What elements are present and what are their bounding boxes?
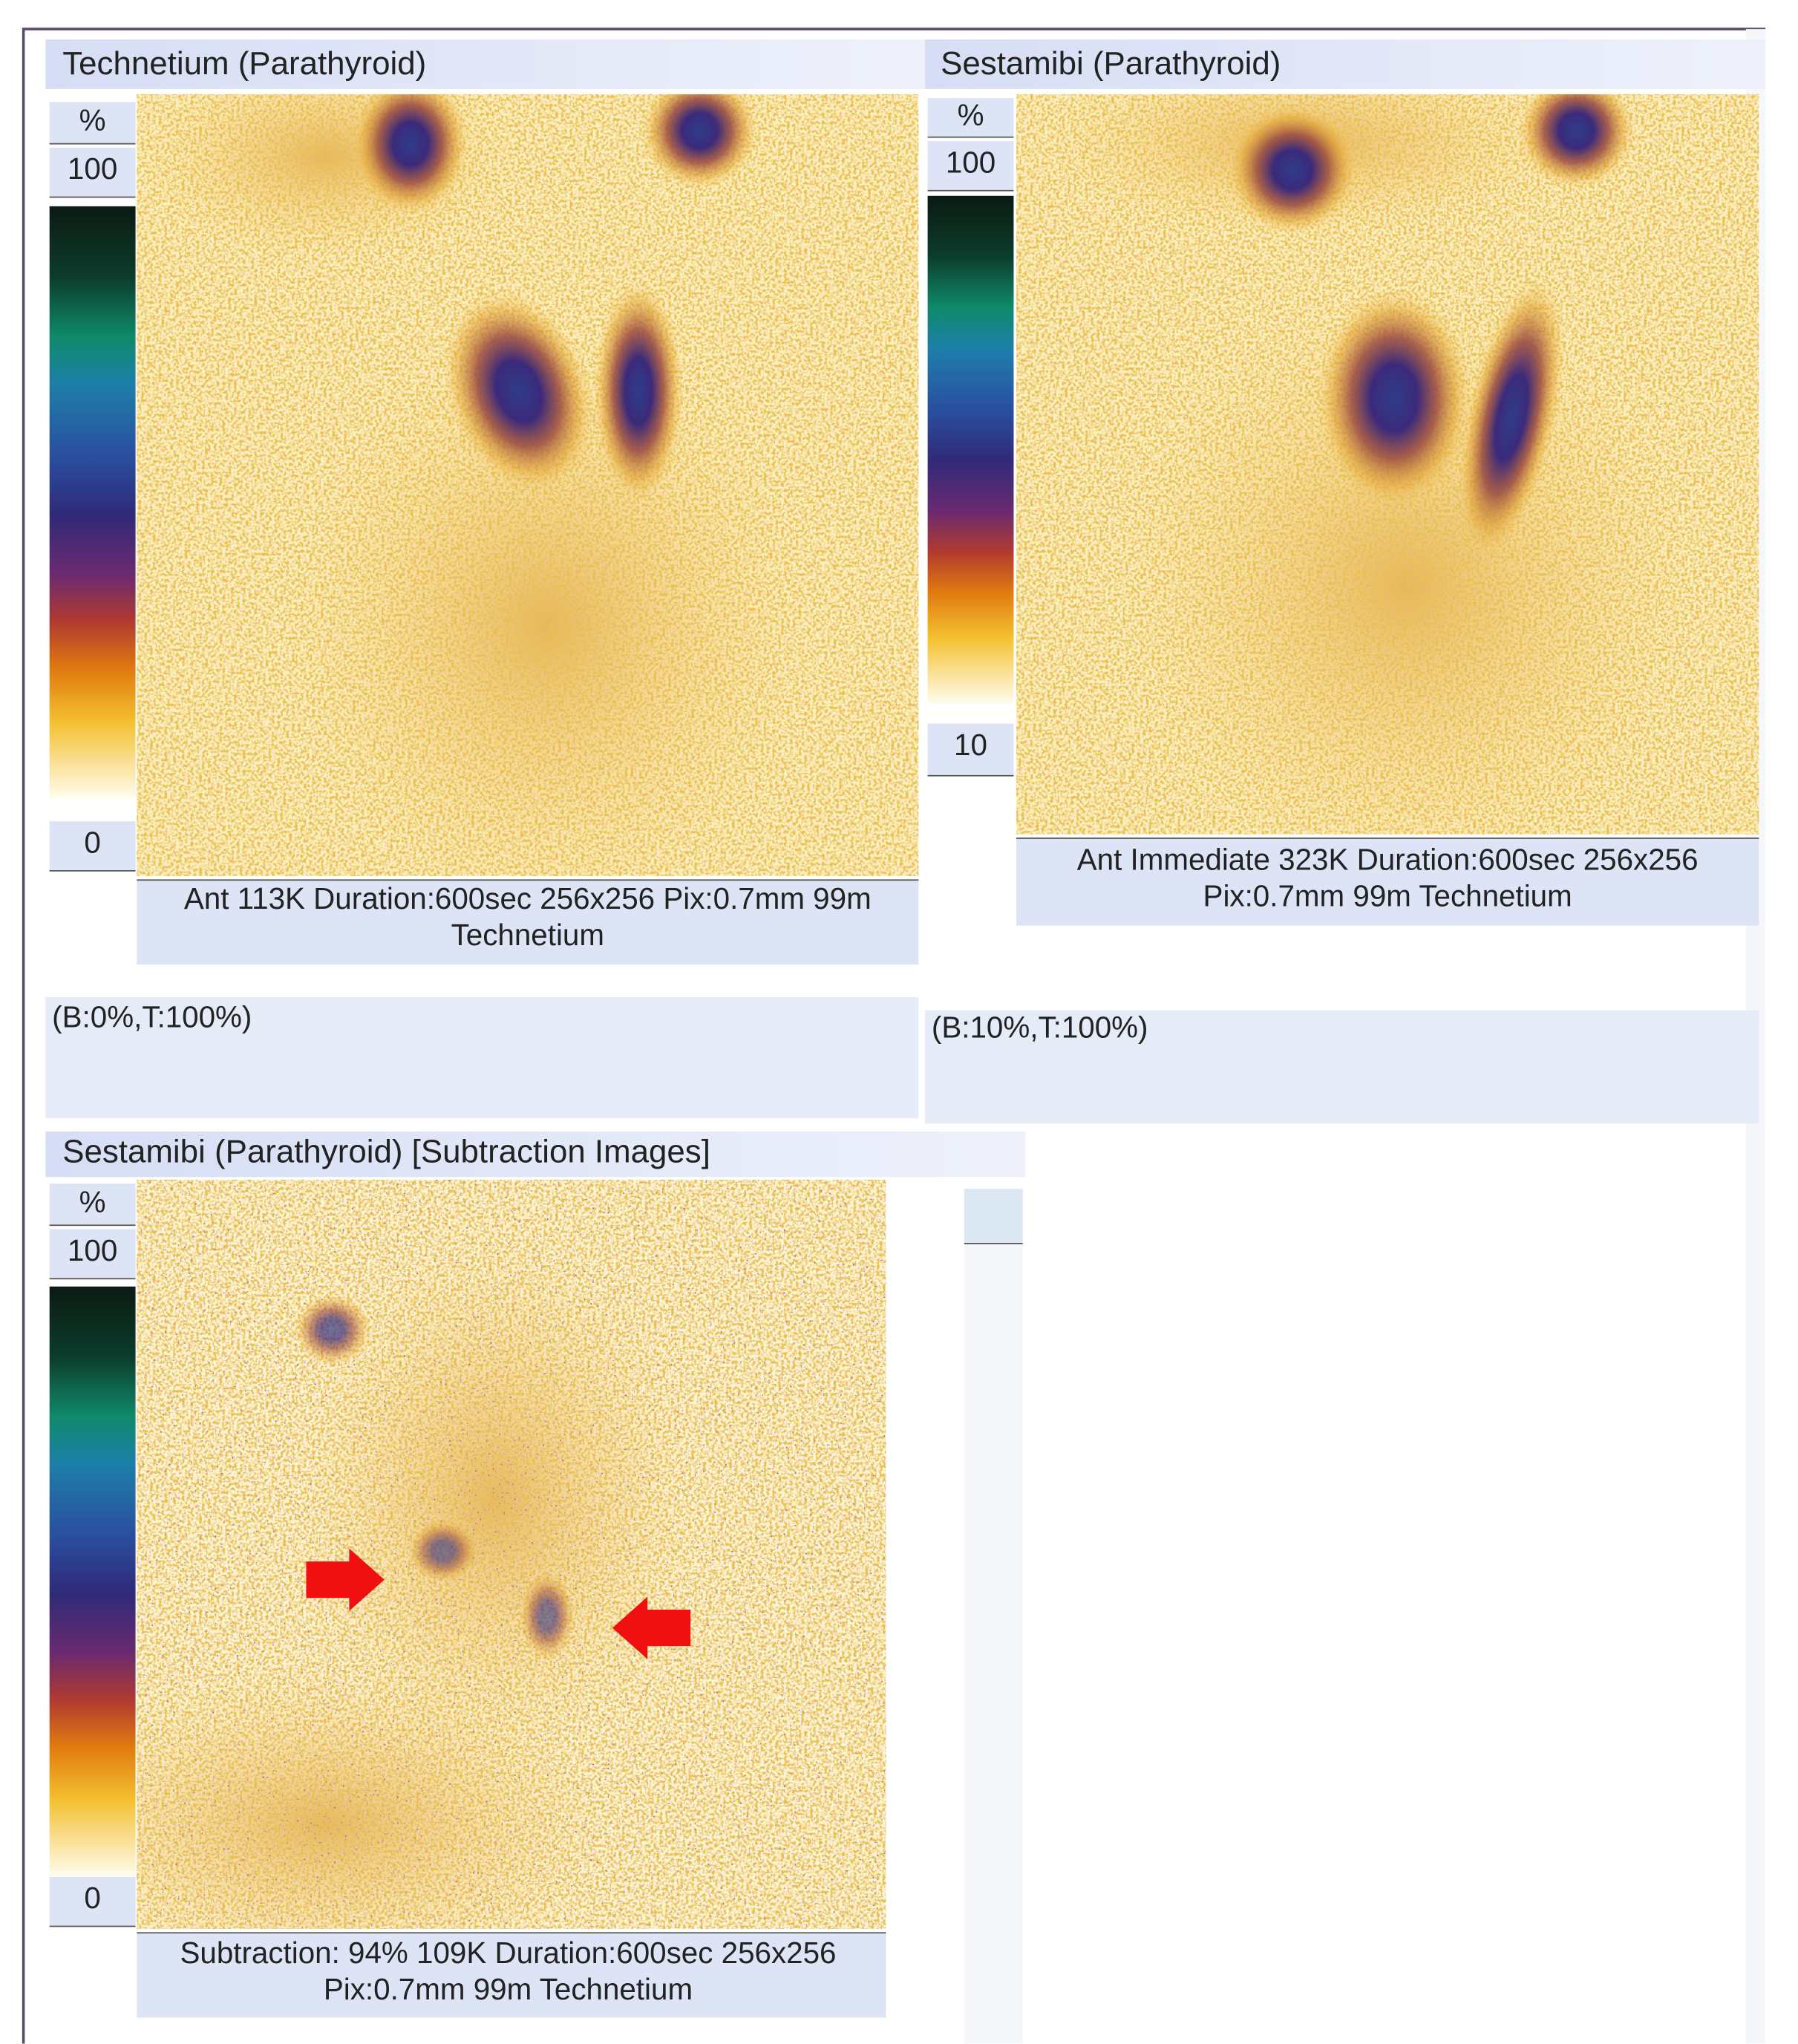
arrow <box>306 1548 385 1611</box>
frame <box>22 27 1766 2044</box>
caption-box <box>137 880 919 965</box>
caption: Technetium <box>451 918 604 952</box>
panel-title: Sestamibi (Parathyroid) <box>941 45 1281 82</box>
caption: Pix:0.7mm 99m Technetium <box>324 1972 693 2006</box>
ellipse-shape <box>592 280 684 503</box>
caption: Ant Immediate 323K Duration:600sec 256x2… <box>1077 842 1699 876</box>
rect-shape <box>927 723 1014 776</box>
window-label: (B:10%,T:100%) <box>932 1010 1148 1045</box>
window-box <box>925 1010 1759 1124</box>
image <box>137 1179 886 1930</box>
rect-shape <box>49 206 136 800</box>
title-bar <box>45 1131 1026 1178</box>
scale-bottom: 10 <box>954 728 987 762</box>
scale-top: 100 <box>946 145 996 179</box>
window-box <box>45 997 919 1119</box>
rect-shape <box>49 821 136 871</box>
title-bar <box>925 39 1766 89</box>
title-bar <box>45 39 926 89</box>
image <box>1016 94 1759 835</box>
scale-unit: % <box>79 103 106 137</box>
color-scale: % 100 10 <box>927 98 1014 777</box>
side-strip <box>964 1244 1023 2044</box>
rect-shape <box>49 102 136 144</box>
scale-bottom: 0 <box>84 825 100 859</box>
scale-top: 100 <box>68 151 117 186</box>
caption-box <box>1016 838 1759 926</box>
caption-box <box>137 1933 886 2018</box>
rect-shape <box>49 147 136 197</box>
arrow <box>612 1596 691 1659</box>
scale-bottom: 0 <box>84 1881 100 1915</box>
panel-title: Sestamibi (Parathyroid) [Subtraction Ima… <box>62 1133 710 1169</box>
rect-shape <box>49 1229 136 1279</box>
rect-shape <box>49 1286 136 1877</box>
ellipse-shape <box>1315 287 1473 509</box>
ellipse-shape <box>518 1570 576 1662</box>
empty-box <box>964 1189 1023 1244</box>
panel-title: Technetium (Parathyroid) <box>62 45 426 82</box>
ellipse-shape <box>1457 276 1566 558</box>
rect-shape <box>49 1876 136 1927</box>
color-scale: % 100 0 <box>49 102 136 872</box>
scale-top: 100 <box>68 1233 117 1267</box>
scale-unit: % <box>958 98 984 132</box>
ellipse-shape <box>406 1518 480 1584</box>
window-label: (B:0%,T:100%) <box>52 1000 252 1034</box>
caption: Ant 113K Duration:600sec 256x256 Pix:0.7… <box>184 881 872 915</box>
caption: Subtraction: 94% 109K Duration:600sec 25… <box>180 1936 836 1970</box>
rect-shape <box>927 195 1014 705</box>
image <box>137 94 919 876</box>
ellipse-shape <box>442 290 595 493</box>
color-scale: % 100 0 <box>49 1183 136 1927</box>
scale-unit: % <box>79 1185 106 1219</box>
ellipse-shape <box>351 94 469 216</box>
rect-shape <box>927 141 1014 191</box>
rect-shape <box>137 1179 886 1930</box>
ellipse-shape <box>292 1293 372 1366</box>
rect-shape <box>49 1183 136 1226</box>
ellipse-shape <box>1517 94 1635 189</box>
rect-shape <box>927 98 1014 137</box>
caption: Pix:0.7mm 99m Technetium <box>1203 878 1572 912</box>
ellipse-shape <box>1227 104 1358 235</box>
ellipse-shape <box>641 94 759 189</box>
